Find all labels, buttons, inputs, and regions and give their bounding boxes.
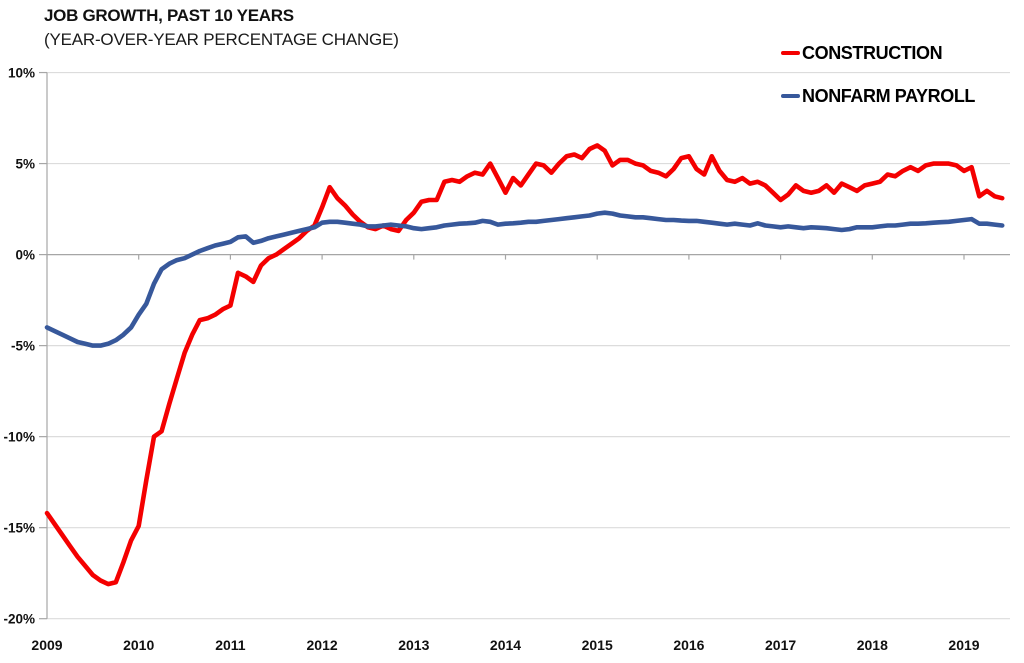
series-line-nonfarm-payroll — [44, 210, 1005, 348]
legend-label-construction: CONSTRUCTION — [802, 42, 943, 63]
y-axis-labels: 10% 5% 0% -5% -10% -15% -20% — [3, 66, 35, 627]
x-tick-label: 2017 — [765, 637, 796, 653]
chart-subtitle: (YEAR-OVER-YEAR PERCENTAGE CHANGE) — [44, 30, 399, 49]
legend-label-nonfarm-payroll: NONFARM PAYROLL — [802, 85, 976, 106]
legend-item-construction: CONSTRUCTION — [781, 42, 975, 64]
x-tick-label: 2011 — [215, 637, 246, 653]
construction-line-swatch — [781, 51, 800, 55]
x-tick-label: 2012 — [307, 637, 338, 653]
y-tick-label: -15% — [3, 521, 35, 536]
y-tick-label: 5% — [15, 157, 35, 172]
y-tick-label: -20% — [3, 612, 35, 627]
x-axis-labels: 2009 2010 2011 2012 2013 2014 2015 2016 2017 2018… — [31, 637, 979, 653]
y-tick-label: -10% — [3, 430, 35, 445]
x-tick-label: 2013 — [398, 637, 429, 653]
x-tick-label: 2016 — [673, 637, 704, 653]
y-gridlines — [39, 71, 1010, 620]
y-tick-label: 10% — [8, 66, 35, 81]
chart-legend: CONSTRUCTION NONFARM PAYROLL — [781, 42, 975, 128]
legend-item-nonfarm-payroll: NONFARM PAYROLL — [781, 85, 975, 107]
x-tick-label: 2014 — [490, 637, 521, 653]
x-tick-label: 2009 — [31, 637, 62, 653]
chart-title: JOB GROWTH, PAST 10 YEARS — [44, 6, 294, 25]
x-tick-label: 2018 — [857, 637, 888, 653]
nonfarm-payroll-line-swatch — [781, 94, 800, 98]
x-tick-label: 2010 — [123, 637, 154, 653]
y-tick-label: -5% — [11, 339, 35, 354]
x-tick-label: 2015 — [582, 637, 613, 653]
y-tick-label: 0% — [15, 248, 35, 263]
series-line-construction — [44, 143, 1005, 587]
x-tick-label: 2019 — [948, 637, 979, 653]
